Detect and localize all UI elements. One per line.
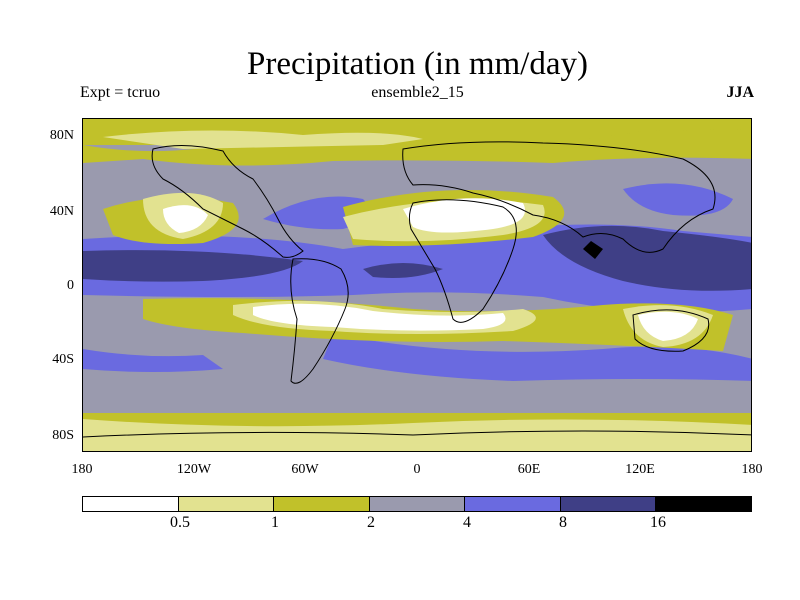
monsoon-peak — [583, 241, 603, 259]
coastlines — [83, 141, 751, 438]
lon-label-180w: 180 — [71, 462, 93, 477]
lon-label-60e: 60E — [517, 462, 541, 477]
lat-label-40s: 40S — [52, 352, 74, 367]
colorbar-label-1: 1 — [271, 514, 279, 531]
southern-ocean-wet — [323, 334, 751, 381]
s-pacific-wet — [83, 349, 223, 372]
lat-label-0: 0 — [67, 278, 74, 293]
e-pacific-core — [83, 250, 303, 282]
ensemble-label: ensemble2_15 — [371, 84, 464, 101]
experiment-label: Expt = tcruo — [80, 84, 161, 101]
nw-pacific-wet — [623, 183, 733, 216]
colorbar-swatch-0 — [83, 497, 179, 511]
colorbar-swatch-3 — [369, 497, 466, 511]
w-pacific-core — [543, 225, 751, 291]
lon-label-120w: 120W — [176, 462, 212, 477]
colorbar-label-0: 0.5 — [170, 514, 190, 531]
colorbar-swatch-4 — [465, 497, 561, 511]
colorbar-swatch-1 — [178, 497, 275, 511]
lat-label-40n: 40N — [49, 204, 74, 219]
lon-label-180e: 180 — [741, 462, 763, 477]
colorbar-label-3: 4 — [463, 514, 471, 531]
colorbar-swatch-2 — [274, 497, 370, 511]
lon-label-120e: 120E — [625, 462, 655, 477]
precipitation-map — [82, 118, 752, 452]
australia-driest — [638, 311, 698, 341]
antarctica-outline — [83, 430, 751, 438]
atlantic-core — [363, 263, 443, 278]
lon-label-0: 0 — [413, 462, 421, 477]
colorbar-label-5: 16 — [650, 514, 666, 531]
n-atlantic-wet — [263, 196, 370, 230]
colorbar-label-2: 2 — [367, 514, 375, 531]
precipitation-map-svg — [83, 119, 751, 451]
arctic-dry — [103, 130, 423, 149]
south-america-outline — [290, 258, 349, 384]
north-america-outline — [151, 144, 304, 258]
africa-outline — [408, 199, 517, 323]
lat-label-80n: 80N — [49, 128, 74, 143]
lon-label-60w: 60W — [291, 462, 319, 477]
ne-pacific-driest — [163, 205, 208, 233]
season-label: JJA — [726, 84, 754, 101]
colorbar — [82, 496, 752, 512]
eurasia-outline — [402, 141, 716, 253]
colorbar-swatch-6 — [656, 497, 752, 511]
sahara-driest — [403, 198, 525, 233]
lat-label-80s: 80S — [52, 428, 74, 443]
colorbar-swatch-5 — [560, 497, 657, 511]
plot-title: Precipitation (in mm/day) — [247, 46, 588, 82]
s-atlantic-driest — [253, 303, 506, 331]
colorbar-label-4: 8 — [559, 514, 567, 531]
australia-outline — [632, 309, 710, 352]
